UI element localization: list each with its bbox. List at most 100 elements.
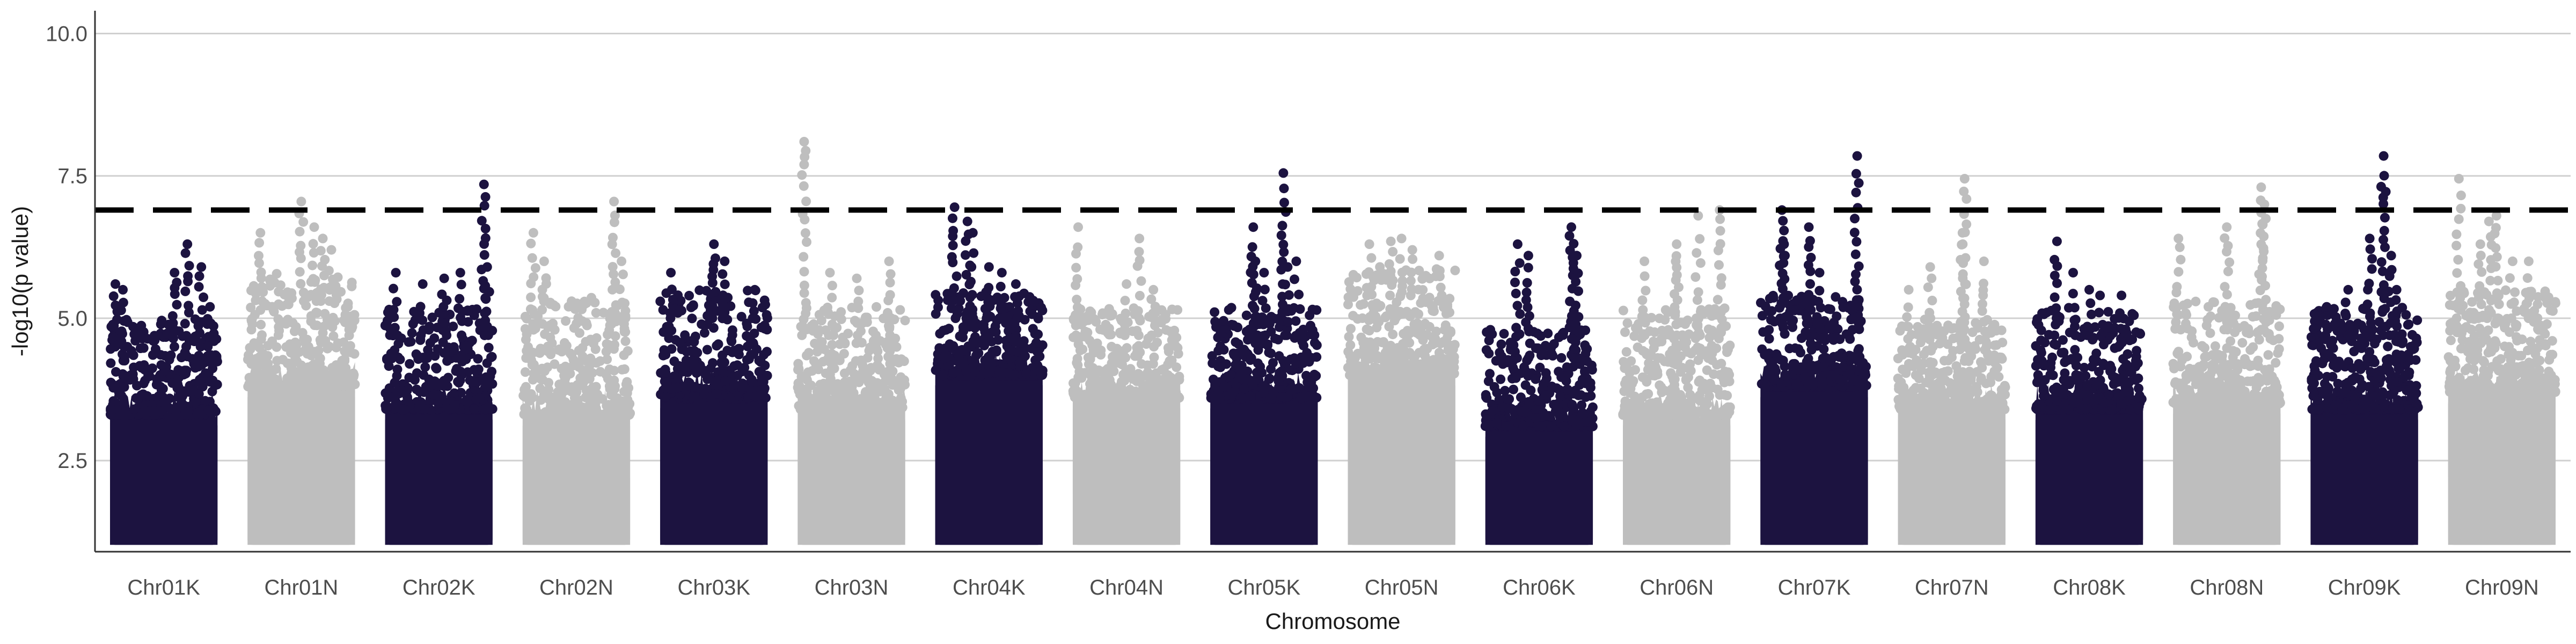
snp-point <box>587 384 597 394</box>
snp-point <box>1496 339 1506 349</box>
snp-point <box>1657 326 1667 335</box>
snp-point <box>1365 343 1375 354</box>
snp-point <box>184 386 193 397</box>
snp-point <box>1536 421 1547 431</box>
snp-point <box>1580 417 1591 427</box>
snp-point <box>273 330 283 340</box>
snp-point <box>1553 403 1563 413</box>
snp-point <box>1780 329 1790 339</box>
snp-point <box>1092 338 1102 348</box>
snp-point <box>1694 390 1704 400</box>
snp-point <box>581 298 591 308</box>
snp-point <box>388 325 398 334</box>
snp-point <box>619 386 629 397</box>
peak-point <box>1122 279 1132 289</box>
snp-point <box>457 330 467 340</box>
snp-point <box>108 291 119 301</box>
snp-point <box>694 285 705 295</box>
snp-point <box>1640 330 1650 340</box>
snp-point <box>569 323 579 333</box>
snp-point <box>108 332 118 342</box>
snp-point <box>1791 379 1802 389</box>
snp-point <box>323 343 333 354</box>
peak-point <box>205 302 215 312</box>
snp-point <box>1133 341 1144 351</box>
snp-point <box>1694 377 1704 387</box>
snp-point <box>1554 367 1564 377</box>
peak-point <box>1011 279 1021 289</box>
snp-point <box>423 345 433 355</box>
snp-point <box>862 353 873 363</box>
snp-point <box>1700 409 1710 420</box>
snp-point <box>1620 327 1630 337</box>
snp-point <box>1445 294 1455 304</box>
snp-point <box>150 344 160 354</box>
snp-point <box>1236 364 1246 375</box>
snp-point <box>1367 313 1377 324</box>
snp-point <box>687 313 697 324</box>
snp-point <box>1792 295 1802 305</box>
snp-point <box>1621 399 1630 408</box>
snp-point <box>865 382 875 392</box>
snp-point <box>1070 384 1080 394</box>
snp-point <box>839 349 849 359</box>
snp-point <box>1081 390 1091 400</box>
snp-point <box>437 289 447 299</box>
snp-point <box>183 407 193 417</box>
snp-point <box>801 298 811 308</box>
snp-point <box>254 258 264 268</box>
snp-point <box>180 248 191 258</box>
peak-point <box>720 256 730 266</box>
snp-point <box>982 313 992 323</box>
snp-point <box>1499 328 1509 339</box>
snp-point <box>195 328 204 338</box>
snp-point <box>257 330 267 340</box>
snp-point <box>665 308 675 318</box>
snp-point <box>824 330 834 340</box>
snp-point <box>885 346 895 356</box>
snp-point <box>945 339 955 349</box>
snp-point <box>1580 340 1590 350</box>
snp-point <box>1569 389 1579 399</box>
snp-point <box>1638 346 1648 356</box>
snp-point <box>623 399 633 409</box>
peak-point <box>482 262 492 272</box>
snp-point <box>689 356 699 367</box>
snp-point <box>1109 351 1119 361</box>
gridlines <box>95 32 2571 462</box>
snp-point <box>1075 304 1086 314</box>
snp-point <box>201 368 211 378</box>
snp-point <box>802 237 811 247</box>
snp-point <box>1016 338 1026 348</box>
snp-point <box>1412 318 1422 328</box>
snp-point <box>1085 335 1095 346</box>
snp-point <box>197 305 207 315</box>
snp-point <box>1818 353 1828 363</box>
snp-point <box>1813 297 1824 306</box>
snp-point <box>412 368 422 378</box>
snp-point <box>1257 296 1268 306</box>
snp-point <box>520 367 530 377</box>
snp-point <box>1004 345 1014 355</box>
snp-point <box>1826 333 1836 343</box>
snp-point <box>849 369 859 379</box>
snp-point <box>244 372 254 383</box>
snp-point <box>1671 251 1681 261</box>
peak-point <box>1804 222 1814 232</box>
snp-point <box>1450 265 1460 275</box>
snp-point <box>685 346 696 356</box>
snp-point <box>1139 391 1150 401</box>
snp-point <box>947 252 957 262</box>
dense-point-band-base <box>1072 404 1181 545</box>
series-Chr02K <box>380 179 497 545</box>
snp-point <box>1133 330 1144 340</box>
snp-point <box>1695 258 1706 268</box>
snp-point <box>1266 364 1276 374</box>
snp-point <box>1133 306 1143 316</box>
snp-point <box>859 373 869 383</box>
peak-point <box>1512 239 1523 249</box>
snp-point <box>1239 384 1249 394</box>
snp-point <box>1278 239 1289 250</box>
snp-point <box>1150 302 1160 312</box>
snp-point <box>256 267 266 277</box>
